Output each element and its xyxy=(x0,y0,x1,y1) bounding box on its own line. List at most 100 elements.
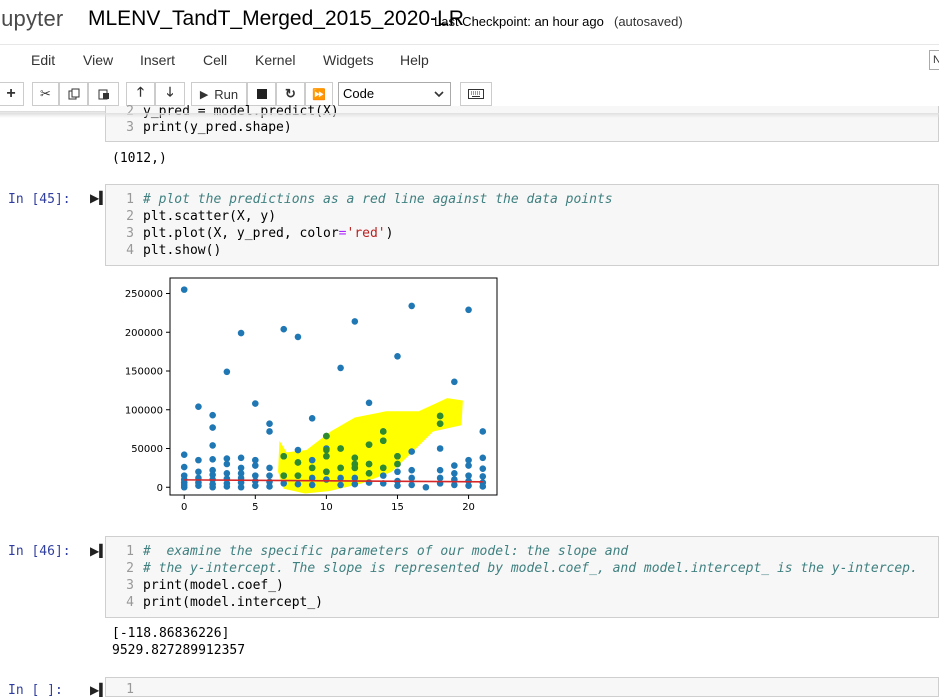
scatter-point xyxy=(465,472,472,479)
scatter-point xyxy=(195,468,202,476)
interrupt-button[interactable] xyxy=(247,82,276,106)
scatter-point xyxy=(436,445,444,452)
code-area-45[interactable] xyxy=(105,184,939,266)
scatter-point xyxy=(266,472,273,479)
menu-insert[interactable]: Insert xyxy=(140,52,176,68)
highlighted-point xyxy=(323,446,330,454)
scatter-point xyxy=(408,474,415,482)
restart-button[interactable]: ↻ xyxy=(276,82,305,106)
highlighted-point xyxy=(365,460,373,468)
line-number: 2 xyxy=(126,561,134,576)
code-line: print(model.intercept_) xyxy=(143,595,324,610)
scatter-point xyxy=(294,446,302,454)
code-line: plt.show() xyxy=(143,243,222,258)
cell-prompt: In [46]: xyxy=(8,544,71,559)
code-line: plt.scatter(X, y) xyxy=(143,209,277,224)
cell-output-line: [-118.86836226] xyxy=(112,626,230,641)
run-indicator-icon[interactable]: ▶▍ xyxy=(90,191,109,205)
scatter-point xyxy=(465,482,472,489)
paste-icon xyxy=(98,89,109,100)
scatter-point xyxy=(180,463,188,471)
scatter-point xyxy=(465,456,472,464)
scatter-point xyxy=(223,483,231,490)
scatter-point xyxy=(351,474,359,482)
highlighted-point xyxy=(323,468,330,476)
code-area-prev[interactable] xyxy=(105,106,939,142)
highlighted-point xyxy=(379,428,387,435)
scatter-point xyxy=(308,481,316,489)
highlighted-point xyxy=(337,464,344,472)
y-tick-label: 250000 xyxy=(125,289,163,300)
highlighted-point xyxy=(308,464,316,472)
scatter-point xyxy=(408,448,415,455)
menu-widgets[interactable]: Widgets xyxy=(323,52,374,68)
code-line: print(y_pred.shape) xyxy=(143,120,292,135)
highlighted-point xyxy=(280,472,288,479)
line-number: 1 xyxy=(126,682,134,697)
scatter-point xyxy=(195,403,202,410)
scatter-point xyxy=(408,302,415,310)
menu-cell[interactable]: Cell xyxy=(203,52,228,68)
scatter-point xyxy=(223,470,231,477)
code-line: # examine the specific parameters of our… xyxy=(143,544,629,559)
arrow-down-icon: 🡓 xyxy=(166,84,174,99)
highlighted-point xyxy=(436,412,444,420)
scatter-point xyxy=(252,456,259,464)
scatter-point xyxy=(266,464,273,472)
run-label: Run xyxy=(214,86,239,102)
move-down-button[interactable]: 🡓 xyxy=(155,82,185,106)
menu-edit[interactable]: Edit xyxy=(31,52,56,68)
code-area-next[interactable] xyxy=(105,677,939,697)
restart-run-all-button[interactable]: ⏩ xyxy=(305,82,333,106)
checkpoint-status: Last Checkpoint: an hour ago xyxy=(434,14,604,29)
scatter-point xyxy=(195,482,202,489)
cell-type-value: Code xyxy=(343,86,375,101)
y-tick-label: 200000 xyxy=(125,328,163,339)
copy-button[interactable] xyxy=(59,82,88,106)
line-number: 4 xyxy=(126,595,134,610)
scatter-point xyxy=(394,468,401,476)
highlighted-point xyxy=(436,420,444,427)
scatter-point xyxy=(365,399,373,407)
scatter-point xyxy=(408,481,415,489)
command-palette-button[interactable] xyxy=(460,82,492,106)
fast-forward-icon: ⏩ xyxy=(312,88,326,101)
scatter-point xyxy=(209,456,216,463)
x-tick-label: 0 xyxy=(181,502,187,513)
line-number: 3 xyxy=(126,226,134,241)
cell-type-select[interactable]: Code xyxy=(338,82,451,106)
paste-button[interactable] xyxy=(88,82,119,106)
scatter-point xyxy=(252,400,259,407)
scatter-point xyxy=(180,483,188,491)
notebook-title[interactable]: MLENV_TandT_Merged_2015_2020-LR xyxy=(88,7,464,30)
cell-output-line: 9529.827289912357 xyxy=(112,643,246,658)
cut-button[interactable]: ✂ xyxy=(32,82,59,106)
scatter-point xyxy=(394,482,401,489)
scatter-point xyxy=(294,480,302,488)
scatter-point xyxy=(209,442,216,449)
scatter-point xyxy=(436,466,444,474)
line-number: 4 xyxy=(126,243,134,258)
scatter-point xyxy=(351,480,359,488)
menu-kernel[interactable]: Kernel xyxy=(255,52,296,68)
x-tick-label: 5 xyxy=(252,502,258,513)
highlighted-point xyxy=(351,464,359,472)
highlighted-point xyxy=(294,472,302,479)
menu-help[interactable]: Help xyxy=(400,52,429,68)
highlighted-point xyxy=(294,459,302,466)
keyboard-icon xyxy=(468,89,484,99)
menu-view[interactable]: View xyxy=(83,52,114,68)
plus-icon: + xyxy=(6,85,16,102)
scatter-point xyxy=(436,474,444,482)
kernel-indicator[interactable]: N xyxy=(929,50,939,70)
scatter-point xyxy=(252,462,259,469)
scatter-point xyxy=(337,364,344,372)
regression-line xyxy=(184,479,483,483)
move-up-button[interactable]: 🡑 xyxy=(126,82,155,106)
insert-cell-button[interactable]: + xyxy=(0,82,24,106)
run-indicator-icon[interactable]: ▶▍ xyxy=(90,544,109,558)
run-button[interactable]: ▶ Run xyxy=(191,82,247,106)
jupyter-logo[interactable]: jupyter xyxy=(0,6,64,31)
scatter-point xyxy=(479,465,487,472)
scatter-point xyxy=(223,455,231,462)
